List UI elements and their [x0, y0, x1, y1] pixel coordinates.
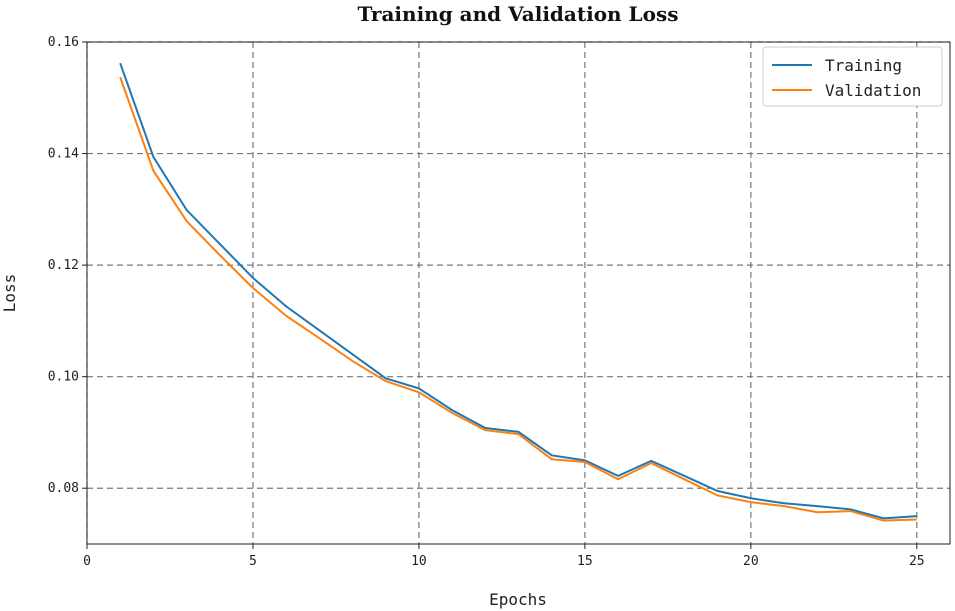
- y-tick-label: 0.14: [48, 147, 79, 162]
- x-axis-label: Epochs: [489, 590, 547, 609]
- legend: Training Validation: [762, 46, 943, 107]
- series-line-validation: [119, 76, 917, 522]
- y-tick-label: 0.10: [48, 370, 79, 385]
- grid: [86, 41, 950, 544]
- x-tick-label: 15: [577, 554, 593, 569]
- series-line-training: [119, 62, 917, 520]
- y-tick-label: 0.12: [48, 258, 79, 273]
- y-tick-label: 0.08: [48, 481, 79, 496]
- x-tick-label: 25: [909, 554, 925, 569]
- plot-frame: [86, 41, 951, 545]
- legend-label-validation: Validation: [825, 81, 921, 100]
- ticks: 0 5 10 15 20 25 0.08 0.10 0.12 0.14 0.16: [48, 35, 925, 569]
- x-tick-label: 10: [411, 554, 427, 569]
- x-tick-label: 5: [249, 554, 257, 569]
- x-tick-label: 0: [83, 554, 91, 569]
- y-axis-label: Loss: [0, 274, 19, 313]
- legend-box: [762, 46, 943, 107]
- chart-title: Training and Validation Loss: [358, 2, 679, 26]
- series-lines: [119, 62, 917, 522]
- x-tick-label: 20: [743, 554, 759, 569]
- y-tick-label: 0.16: [48, 35, 79, 50]
- legend-label-training: Training: [825, 56, 902, 75]
